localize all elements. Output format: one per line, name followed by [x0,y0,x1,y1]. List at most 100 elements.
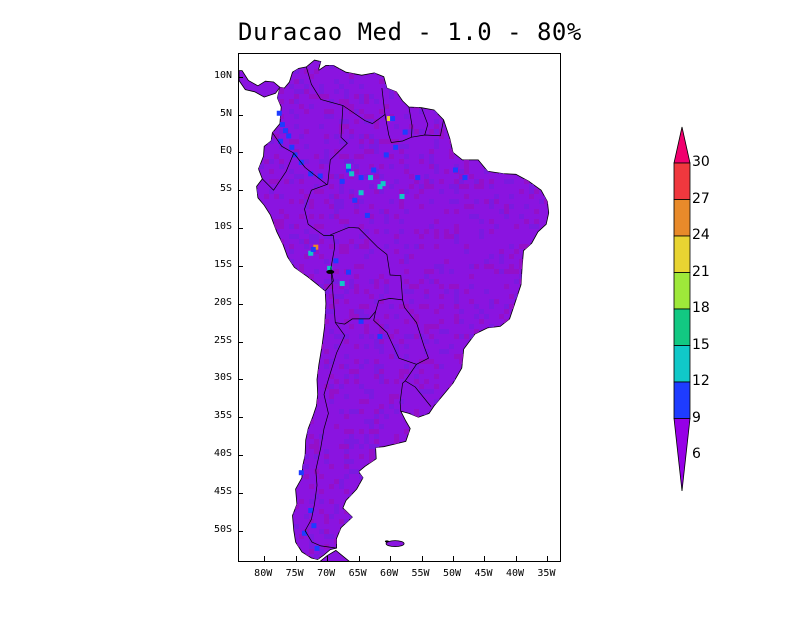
texture-cell [424,324,429,329]
texture-cell [304,349,309,354]
texture-cell [314,239,319,244]
texture-cell [464,289,469,294]
texture-cell [439,554,444,559]
texture-cell [544,439,549,444]
texture-cell [419,189,424,194]
colorbar [673,126,691,492]
texture-cell [559,429,560,434]
texture-cell [354,164,359,169]
texture-cell [354,169,359,174]
anomaly-cell [371,167,377,173]
texture-cell [484,104,489,109]
texture-cell [519,434,524,439]
texture-cell [249,99,254,104]
texture-cell [279,344,284,349]
texture-cell [479,354,484,359]
texture-cell [299,534,304,539]
texture-cell [474,469,479,474]
texture-cell [544,114,549,119]
texture-cell [374,524,379,529]
country-border [330,268,403,325]
texture-cell [354,94,359,99]
texture-cell [509,324,514,329]
texture-cell [524,459,529,464]
texture-cell [509,294,514,299]
texture-cell [489,264,494,269]
texture-cell [274,219,279,224]
texture-cell [364,419,369,424]
anomaly-cell [279,122,285,128]
texture-cell [344,379,349,384]
texture-cell [394,489,399,494]
colorbar-segment [673,162,691,200]
texture-cell [414,419,419,424]
texture-cell [299,214,304,219]
texture-cell [249,314,254,319]
texture-cell [399,144,404,149]
texture-cell [529,469,534,474]
texture-cell [529,174,534,179]
texture-cell [289,109,294,114]
texture-cell [259,504,264,509]
texture-cell [509,269,514,274]
texture-cell [409,309,414,314]
texture-cell [434,309,439,314]
texture-cell [256,174,259,179]
texture-cell [464,184,469,189]
lon-tick-mark [390,556,392,561]
texture-cell [269,279,274,284]
texture-cell [534,454,539,459]
texture-cell [404,454,409,459]
texture-cell [439,284,444,289]
texture-cell [269,544,274,549]
texture-cell [509,99,514,104]
texture-cell [319,239,324,244]
texture-cell [339,484,344,489]
texture-cell [549,94,554,99]
texture-cell [499,114,504,119]
country-borders [262,66,444,549]
texture-cell [539,154,544,159]
texture-cell [294,334,299,339]
texture-cell [374,464,379,469]
texture-cell [379,484,384,489]
texture-cell [459,359,464,364]
texture-cell [369,144,374,149]
texture-cell [519,189,524,194]
texture-cell [504,324,509,329]
texture-cell [379,174,384,179]
texture-cell [239,449,244,454]
texture-cell [539,84,544,89]
texture-cell [349,369,354,374]
texture-cell [314,234,319,239]
texture-cell [369,139,374,144]
texture-cell [444,444,449,449]
texture-cell [424,179,429,184]
texture-cell [434,374,439,379]
texture-cell [284,364,289,369]
texture-cell [319,284,324,289]
texture-cell [369,279,374,284]
texture-cell [399,559,404,560]
texture-cell [434,414,439,419]
texture-cell [549,114,554,119]
texture-cell [379,344,384,349]
texture-cell [554,384,559,389]
texture-cell [269,319,274,324]
texture-cell [319,164,324,169]
texture-cell [559,69,560,74]
texture-cell [256,224,259,229]
texture-cell [374,434,379,439]
texture-cell [559,109,560,114]
texture-cell [309,434,314,439]
texture-cell [329,99,334,104]
lat-tick-mark [238,228,243,230]
texture-cell [344,289,349,294]
anomaly-cell [327,265,333,271]
colorbar-label: 12 [692,373,710,389]
texture-cell [484,99,489,104]
texture-cell [429,419,434,424]
texture-cell [489,424,494,429]
texture-cell [369,454,374,459]
texture-cell [414,179,419,184]
